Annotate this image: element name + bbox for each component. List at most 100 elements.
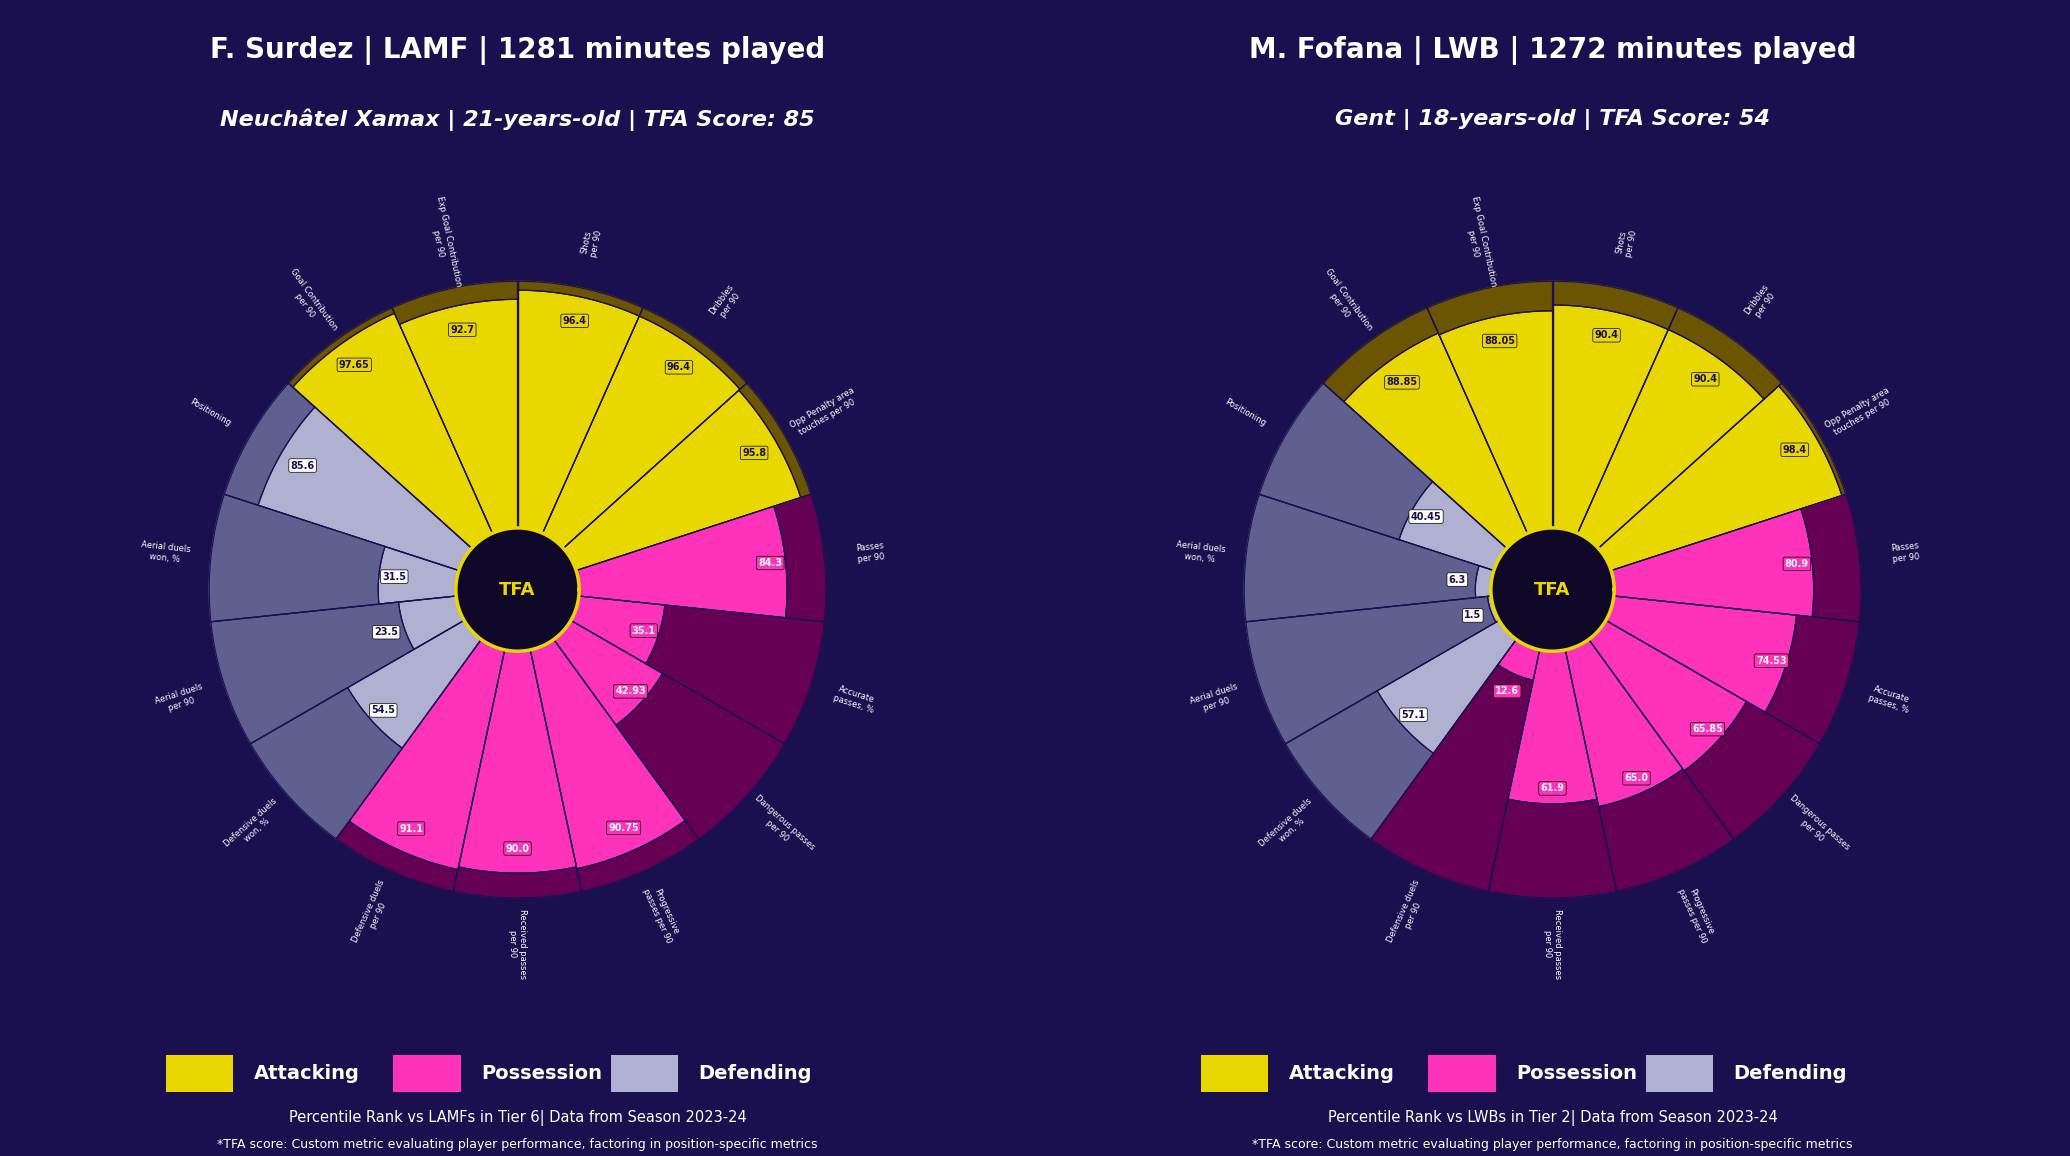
Text: 65.85: 65.85 — [1691, 724, 1722, 734]
Text: Gent | 18-years-old | TFA Score: 54: Gent | 18-years-old | TFA Score: 54 — [1335, 110, 1770, 131]
Polygon shape — [1439, 311, 1552, 533]
Text: Defensive duels
per 90: Defensive duels per 90 — [1385, 879, 1430, 948]
Polygon shape — [1426, 281, 1552, 335]
Text: 23.5: 23.5 — [375, 628, 397, 637]
Text: 85.6: 85.6 — [290, 460, 315, 470]
Polygon shape — [400, 596, 464, 650]
Text: Attacking: Attacking — [253, 1065, 360, 1083]
Polygon shape — [1488, 596, 1499, 622]
Polygon shape — [1246, 596, 1497, 743]
Text: 88.05: 88.05 — [1484, 336, 1515, 346]
Text: Defending: Defending — [698, 1065, 811, 1083]
Text: *TFA score: Custom metric evaluating player performance, factoring in position-s: *TFA score: Custom metric evaluating pla… — [1252, 1138, 1853, 1151]
Text: 98.4: 98.4 — [1782, 445, 1807, 454]
Text: Dribbles
per 90: Dribbles per 90 — [708, 283, 743, 323]
Polygon shape — [1598, 386, 1842, 571]
Text: 40.45: 40.45 — [1410, 512, 1441, 521]
Polygon shape — [211, 602, 414, 743]
Text: 54.5: 54.5 — [371, 705, 395, 716]
FancyBboxPatch shape — [1646, 1055, 1714, 1092]
Text: Percentile Rank vs LWBs in Tier 2| Data from Season 2023-24: Percentile Rank vs LWBs in Tier 2| Data … — [1327, 1110, 1778, 1126]
Polygon shape — [518, 290, 640, 533]
Polygon shape — [1399, 482, 1507, 571]
Polygon shape — [1552, 305, 1668, 533]
Text: 90.4: 90.4 — [1594, 331, 1619, 340]
Text: Dangerous passes
per 90: Dangerous passes per 90 — [745, 794, 816, 860]
Polygon shape — [460, 650, 575, 873]
Polygon shape — [1370, 665, 1534, 891]
Polygon shape — [1507, 650, 1598, 803]
Text: Opp Penalty area
touches per 90: Opp Penalty area touches per 90 — [1824, 386, 1896, 439]
Polygon shape — [555, 621, 662, 725]
FancyBboxPatch shape — [1201, 1055, 1267, 1092]
Text: Defensive duels
per 90: Defensive duels per 90 — [350, 879, 395, 948]
Text: 88.85: 88.85 — [1387, 377, 1418, 387]
Text: 95.8: 95.8 — [741, 447, 766, 458]
Text: Dangerous passes
per 90: Dangerous passes per 90 — [1780, 794, 1851, 860]
Polygon shape — [1685, 702, 1820, 839]
Polygon shape — [453, 867, 582, 898]
Text: Possession: Possession — [480, 1065, 602, 1083]
FancyBboxPatch shape — [393, 1055, 460, 1092]
Polygon shape — [1488, 799, 1617, 898]
Polygon shape — [1778, 384, 1846, 496]
Text: Defensive duels
won, %: Defensive duels won, % — [1256, 796, 1321, 857]
Text: 92.7: 92.7 — [451, 325, 474, 335]
Polygon shape — [288, 307, 395, 387]
Polygon shape — [575, 506, 787, 617]
Text: *TFA score: Custom metric evaluating player performance, factoring in position-s: *TFA score: Custom metric evaluating pla… — [217, 1138, 818, 1151]
Text: 96.4: 96.4 — [563, 316, 586, 326]
Polygon shape — [1490, 528, 1615, 651]
Polygon shape — [646, 605, 824, 743]
Polygon shape — [209, 495, 385, 622]
Text: Aerial duels
won, %: Aerial duels won, % — [139, 540, 190, 565]
Polygon shape — [1323, 307, 1439, 401]
Text: 65.0: 65.0 — [1625, 773, 1648, 784]
Text: 31.5: 31.5 — [383, 571, 406, 581]
Text: 90.0: 90.0 — [505, 844, 530, 853]
Polygon shape — [1259, 384, 1432, 540]
Text: 80.9: 80.9 — [1784, 558, 1809, 569]
Text: 6.3: 6.3 — [1449, 575, 1466, 585]
Text: Received passes
per 90: Received passes per 90 — [1542, 909, 1563, 979]
Text: 12.6: 12.6 — [1495, 687, 1519, 696]
Text: Accurate
passes, %: Accurate passes, % — [832, 683, 878, 714]
Polygon shape — [224, 384, 315, 505]
Polygon shape — [1606, 596, 1797, 712]
Polygon shape — [617, 673, 785, 839]
Text: 90.4: 90.4 — [1693, 375, 1718, 384]
Text: Aerial duels
won, %: Aerial duels won, % — [1174, 540, 1225, 565]
Text: 91.1: 91.1 — [400, 823, 422, 833]
Text: Passes
per 90: Passes per 90 — [1890, 541, 1921, 564]
Polygon shape — [1552, 281, 1679, 329]
Polygon shape — [578, 821, 700, 891]
Polygon shape — [335, 821, 457, 891]
Polygon shape — [1598, 769, 1735, 891]
Polygon shape — [1590, 621, 1747, 771]
Text: Exp Goal Contribution
per 90: Exp Goal Contribution per 90 — [424, 195, 464, 290]
Text: 97.65: 97.65 — [339, 360, 371, 370]
Text: Dribbles
per 90: Dribbles per 90 — [1743, 283, 1778, 323]
Polygon shape — [774, 495, 826, 622]
FancyBboxPatch shape — [611, 1055, 679, 1092]
Polygon shape — [1343, 333, 1528, 548]
Polygon shape — [1766, 615, 1859, 743]
Polygon shape — [292, 313, 493, 548]
Polygon shape — [1668, 307, 1782, 399]
Text: Percentile Rank vs LAMFs in Tier 6| Data from Season 2023-24: Percentile Rank vs LAMFs in Tier 6| Data… — [288, 1110, 747, 1126]
Text: Progressive
passes per 90: Progressive passes per 90 — [1677, 883, 1718, 944]
Text: Goal Contribution
per 90: Goal Contribution per 90 — [279, 267, 339, 339]
Text: Positioning: Positioning — [188, 397, 232, 428]
Polygon shape — [571, 596, 664, 664]
Text: M. Fofana | LWB | 1272 minutes played: M. Fofana | LWB | 1272 minutes played — [1248, 36, 1857, 65]
Text: 96.4: 96.4 — [667, 362, 691, 372]
Text: 84.3: 84.3 — [758, 558, 782, 568]
Polygon shape — [518, 281, 644, 316]
Polygon shape — [1476, 565, 1495, 598]
Polygon shape — [640, 307, 747, 390]
Polygon shape — [379, 547, 460, 605]
Text: Shots
per 90: Shots per 90 — [1615, 228, 1639, 258]
Text: 74.53: 74.53 — [1755, 655, 1786, 666]
Text: 57.1: 57.1 — [1401, 710, 1426, 720]
Polygon shape — [350, 639, 505, 869]
